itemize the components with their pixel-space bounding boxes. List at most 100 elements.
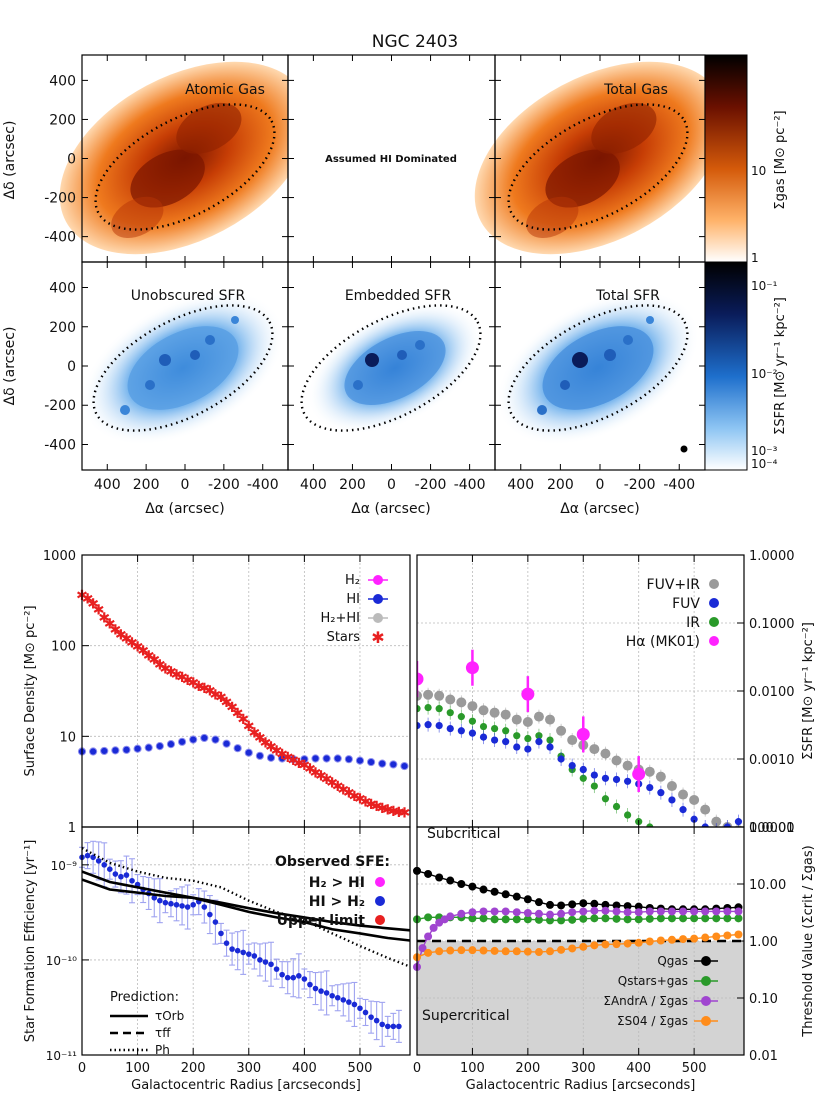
sfr-point [511,714,522,725]
threshold-point [512,908,521,917]
sfr-point [711,816,722,827]
legend-label: Stars [327,630,361,645]
threshold-point [656,907,665,916]
sfr-colorbar [704,261,748,471]
y-tick-label: 0.0100 [749,685,795,700]
stars-point: ✱ [98,610,110,626]
threshold-point [601,940,610,949]
map-x-tick-label: -200 [415,477,447,493]
sfe-point [301,976,308,982]
map-x-tick-label: 400 [300,477,327,493]
stars-point: ✱ [187,676,199,692]
plot-frame [81,554,411,828]
map-y-tick-label: -400 [44,230,76,246]
y-tick-label: 0.10 [749,992,778,1007]
sfe-point [351,1001,358,1008]
x-tick-label: 300 [236,1061,261,1076]
hi-point [200,733,209,743]
sfr-point [424,704,432,712]
stars-point: ✱ [354,792,366,808]
sfr-point [579,765,587,774]
map-total-gas: Total Gas [474,55,726,262]
sfr-point [657,789,665,797]
hi-point [266,753,276,762]
legend-label: H₂ > HI [309,875,365,891]
sfr-point [524,734,532,743]
threshold-point [690,907,699,916]
hi-point [211,735,220,744]
sfr-point [646,783,654,792]
legend-marker [701,956,711,966]
threshold-point [534,909,543,918]
hi-point [278,754,287,763]
y-tick-label: 10⁻⁹ [51,859,78,873]
map-x-label-3: Δα (arcsec) [560,501,640,517]
prediction-line [81,847,411,968]
sfe-point [390,1023,397,1030]
sfr-point [700,804,711,815]
plot-frame [81,826,411,1056]
legend-label: FUV [672,596,700,612]
threshold-point [723,914,732,923]
stars-point: ✱ [193,679,205,695]
threshold-point [490,907,499,916]
sfr-point [417,721,421,730]
threshold-point [512,915,521,924]
sfr-point [490,736,499,744]
hi-point [244,748,253,757]
x-tick-label: 500 [682,1061,707,1076]
threshold-point [568,908,577,917]
sfr-point [468,729,477,737]
threshold-point [435,873,444,882]
y-axis-label: Star Formation Efficiency [yr⁻¹] [23,840,38,1043]
threshold-point [612,907,621,916]
map-label-total-gas: Total Gas [603,82,668,98]
threshold-point [424,913,433,922]
threshold-point [701,907,710,916]
map-x-tick-label: 200 [133,477,160,493]
ha-point [521,687,535,701]
sfr-point [513,732,521,740]
stars-point: ✱ [360,795,372,811]
sfr-point [446,709,454,717]
y-axis-label: ΣSFR [M⊙ yr⁻¹ kpc⁻²] [801,622,816,760]
map-total-sfr: Total SFR [495,262,705,470]
stars-point: ✱ [315,768,327,784]
sfr-point [567,735,578,746]
stars-point: ✱ [332,779,344,795]
hi-point [133,744,142,753]
map-y-label-row2: Δδ (arcsec) [2,327,18,406]
sfr-point [457,713,465,721]
y-tick-label: 100 [51,640,76,655]
threshold-point [523,915,532,924]
x-tick-label: 200 [515,1061,540,1076]
gas-colorbar-tick-10: 10 [751,164,766,178]
stars-point: ✱ [215,690,227,706]
sfr-point [445,694,456,705]
sfe-point [307,981,313,988]
threshold-point [679,914,688,923]
hi-point [389,760,398,769]
sfe-point [251,953,258,959]
gas-colorbar-tick-1: 1 [751,251,759,265]
map-y-tick-label: 200 [49,112,76,128]
threshold-point [734,914,743,923]
threshold-point [601,900,610,909]
stars-point: ✱ [371,799,383,815]
sfe-point [123,872,130,878]
map-x-tick-label: 200 [547,477,574,493]
threshold-point [734,930,743,939]
stars-point: ✱ [376,801,388,817]
map-x-tick-label: 200 [339,477,366,493]
y-tick-label: 0.0001 [749,821,795,836]
hi-point [233,744,242,753]
stars-point: ✱ [393,805,405,821]
stars-point: ✱ [160,661,172,677]
threshold-point [590,906,599,915]
threshold-plot: 0 100 200 300 400 500 0.01 0.10 1.00 10.00 100.00 T… [413,821,816,1093]
sfe-point [346,999,352,1005]
threshold-point [723,907,732,916]
stars-point: ✱ [265,740,277,756]
stars-point: ✱ [165,664,177,680]
